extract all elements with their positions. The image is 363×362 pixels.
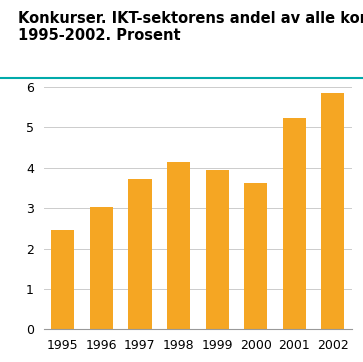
- Bar: [205, 170, 229, 329]
- Bar: [321, 93, 344, 329]
- Bar: [51, 230, 74, 329]
- Bar: [283, 118, 306, 329]
- Bar: [90, 207, 113, 329]
- Bar: [129, 178, 152, 329]
- Bar: [167, 162, 190, 329]
- Bar: [244, 183, 267, 329]
- Text: Konkurser. IKT-sektorens andel av alle konkurser.
1995-2002. Prosent: Konkurser. IKT-sektorens andel av alle k…: [18, 11, 363, 43]
